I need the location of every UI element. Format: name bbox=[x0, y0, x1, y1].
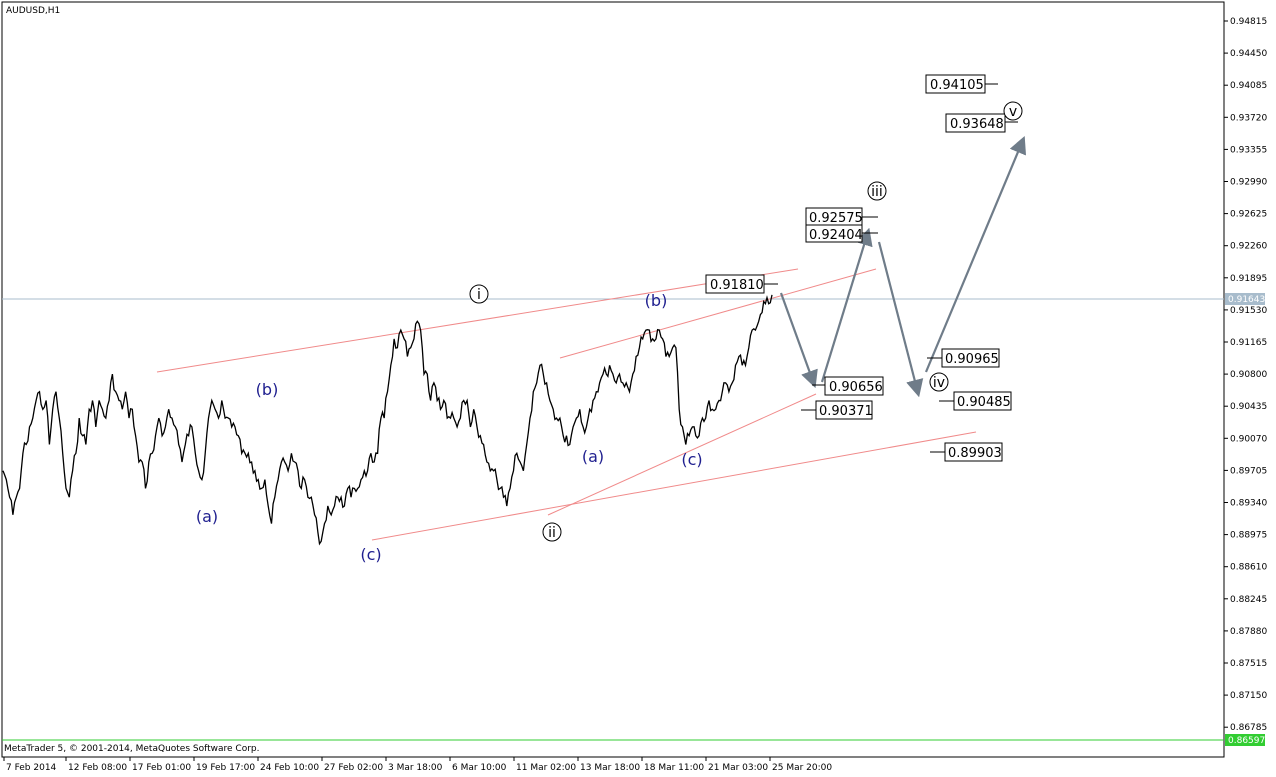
bottom-price-label: 0.86597 bbox=[1228, 736, 1265, 746]
chart-title: AUDUSD,H1 bbox=[6, 6, 60, 16]
price-box-091810: 0.91810 bbox=[705, 274, 778, 294]
svg-text:0.90965: 0.90965 bbox=[945, 352, 999, 367]
price-box-094105: 0.94105 bbox=[925, 74, 998, 94]
price-box-group: 0.94105 0.93648 0.92575 0.92404 0.91810 bbox=[705, 74, 1018, 462]
x-tick-label: 11 Mar 02:00 bbox=[516, 763, 576, 773]
wave-blue-labels: (a) (b) (c) (a) (b) (c) bbox=[196, 291, 703, 564]
y-tick-label: 0.89340 bbox=[1230, 499, 1267, 509]
y-tick-label: 0.94815 bbox=[1230, 17, 1267, 27]
svg-text:0.93648: 0.93648 bbox=[950, 117, 1004, 132]
y-tick-label: 0.88610 bbox=[1230, 563, 1267, 573]
y-tick-label: 0.91530 bbox=[1230, 306, 1267, 316]
trend-line-upper-1 bbox=[156, 268, 799, 373]
x-tick-label: 24 Feb 10:00 bbox=[260, 763, 319, 773]
y-tick-label: 0.90435 bbox=[1230, 402, 1267, 412]
y-tick-label: 0.86785 bbox=[1230, 723, 1267, 733]
x-tick-label: 21 Mar 03:00 bbox=[708, 763, 768, 773]
wave-iv-label: iv bbox=[929, 372, 949, 392]
svg-text:0.90371: 0.90371 bbox=[819, 404, 873, 419]
arrow-to-iv bbox=[877, 241, 924, 398]
svg-text:0.89903: 0.89903 bbox=[948, 446, 1002, 461]
svg-text:v: v bbox=[1009, 104, 1017, 120]
wave-c2-label: (c) bbox=[681, 450, 702, 469]
price-box-092575: 0.92575 bbox=[805, 207, 878, 226]
wave-a2-label: (a) bbox=[582, 447, 604, 466]
x-tick-label: 12 Feb 08:00 bbox=[68, 763, 127, 773]
wave-b2-label: (b) bbox=[645, 291, 668, 310]
y-tick-label: 0.94085 bbox=[1230, 81, 1267, 91]
y-tick-label: 0.92625 bbox=[1230, 210, 1267, 220]
price-box-089903: 0.89903 bbox=[930, 442, 1003, 462]
price-box-090656: 0.90656 bbox=[812, 376, 884, 396]
x-tick-label: 27 Feb 02:00 bbox=[324, 763, 383, 773]
chart-footer: MetaTrader 5, © 2001-2014, MetaQuotes So… bbox=[4, 744, 260, 754]
wave-ii-label: ii bbox=[542, 522, 562, 542]
arrow-to-iv-a bbox=[779, 292, 818, 389]
svg-text:0.92404: 0.92404 bbox=[809, 228, 863, 243]
wave-i-label: i bbox=[469, 284, 489, 304]
x-axis: 7 Feb 2014 12 Feb 08:00 17 Feb 01:00 19 Feb… bbox=[3, 757, 832, 773]
wave-v-label: v bbox=[1003, 101, 1023, 121]
svg-text:i: i bbox=[477, 287, 481, 303]
y-tick-label: 0.94450 bbox=[1230, 49, 1267, 59]
svg-text:iii: iii bbox=[871, 184, 883, 200]
y-tick-label: 0.88975 bbox=[1230, 531, 1267, 541]
y-tick-label: 0.90800 bbox=[1230, 370, 1267, 380]
svg-text:ii: ii bbox=[548, 525, 556, 541]
y-tick-label: 0.91895 bbox=[1230, 274, 1267, 284]
y-tick-label: 0.90070 bbox=[1230, 434, 1267, 444]
svg-text:0.92575: 0.92575 bbox=[809, 211, 863, 226]
y-tick-label: 0.92990 bbox=[1230, 178, 1267, 188]
price-box-093648: 0.93648 bbox=[945, 113, 1018, 133]
trend-line-upper-2 bbox=[559, 268, 877, 359]
price-box-090965: 0.90965 bbox=[927, 348, 1000, 368]
trend-line-lower-1 bbox=[371, 431, 977, 541]
x-tick-label: 19 Feb 17:00 bbox=[196, 763, 255, 773]
arrow-to-iii bbox=[820, 227, 873, 383]
y-tick-label: 0.93720 bbox=[1230, 113, 1267, 123]
bottom-price-tag bbox=[1225, 734, 1265, 746]
price-box-090371: 0.90371 bbox=[801, 400, 873, 420]
wave-circled-labels: i ii iii iv v bbox=[469, 101, 1023, 542]
trend-line-lower-2 bbox=[547, 393, 817, 516]
svg-text:0.90656: 0.90656 bbox=[829, 380, 883, 395]
arrow-to-v bbox=[924, 135, 1027, 373]
y-tick-label: 0.89705 bbox=[1230, 466, 1267, 476]
y-tick-label: 0.87880 bbox=[1230, 627, 1267, 637]
y-tick-label: 0.88245 bbox=[1230, 595, 1267, 605]
y-tick-label: 0.91165 bbox=[1230, 338, 1267, 348]
x-tick-label: 18 Mar 11:00 bbox=[644, 763, 704, 773]
x-tick-label: 7 Feb 2014 bbox=[6, 763, 57, 773]
projection-arrows bbox=[779, 135, 1027, 398]
current-price-label: 0.91643 bbox=[1228, 295, 1265, 305]
price-box-090485: 0.90485 bbox=[939, 391, 1012, 411]
wave-a1-label: (a) bbox=[196, 507, 218, 526]
y-tick-label: 0.93355 bbox=[1230, 145, 1267, 155]
svg-text:0.91810: 0.91810 bbox=[710, 278, 764, 293]
y-axis: 0.94815 0.94450 0.94085 0.93720 0.93355 0.929… bbox=[1224, 17, 1267, 733]
svg-text:0.94105: 0.94105 bbox=[930, 78, 984, 93]
x-tick-label: 25 Mar 20:00 bbox=[772, 763, 832, 773]
svg-text:0.90485: 0.90485 bbox=[957, 395, 1011, 410]
x-tick-label: 6 Mar 10:00 bbox=[452, 763, 507, 773]
wave-b1-label: (b) bbox=[256, 380, 279, 399]
current-price-tag bbox=[1225, 293, 1265, 305]
price-series-line bbox=[2, 294, 773, 546]
plot-frame bbox=[1, 1, 1225, 758]
wave-c1-label: (c) bbox=[360, 545, 381, 564]
y-tick-label: 0.87515 bbox=[1230, 659, 1267, 669]
y-tick-label: 0.92260 bbox=[1230, 242, 1267, 252]
x-tick-label: 13 Mar 18:00 bbox=[580, 763, 640, 773]
svg-text:iv: iv bbox=[933, 375, 945, 391]
price-box-092404: 0.92404 bbox=[805, 224, 878, 243]
x-tick-label: 17 Feb 01:00 bbox=[132, 763, 191, 773]
wave-iii-label: iii bbox=[867, 181, 887, 201]
y-tick-label: 0.87150 bbox=[1230, 691, 1267, 701]
x-tick-label: 3 Mar 18:00 bbox=[388, 763, 443, 773]
